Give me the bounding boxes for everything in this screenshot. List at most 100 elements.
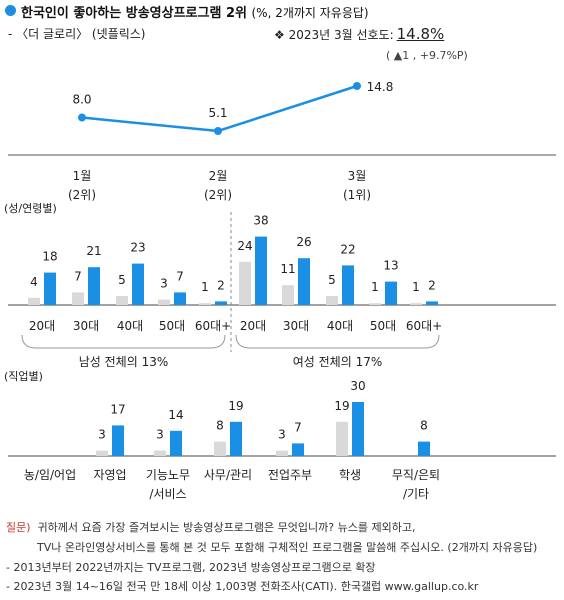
bar-female <box>112 425 124 456</box>
rank-label: (2위) <box>204 188 232 202</box>
bar-value-label-male: 3 <box>160 277 168 291</box>
chart-title: 한국인이 좋아하는 방송영상프로그램 2위 (%, 2개까지 자유응답) <box>21 2 369 21</box>
line-point <box>214 127 222 135</box>
question-line-1: 질문) 귀하께서 요즘 가장 즐겨보시는 방송영상프로그램은 무엇입니까? 뉴스… <box>6 519 415 535</box>
rank-label: (2위) <box>68 188 96 202</box>
line-point <box>78 113 86 122</box>
line-value-label: 5.1 <box>208 106 227 120</box>
occupation-tick-label: /서비스 <box>149 487 186 501</box>
group-caption: 여성 전체의 17% <box>293 355 383 369</box>
line-value-label: 8.0 <box>72 93 91 107</box>
bar-value-label-female: 23 <box>130 241 145 255</box>
bar-value-label-female: 26 <box>296 235 311 249</box>
occupation-tick-label: 사무/관리 <box>204 468 252 482</box>
age-tick-label: 60대+ <box>195 319 231 333</box>
bar-value-label-female: 7 <box>176 269 184 283</box>
month-label: 2월 <box>209 169 228 183</box>
bar-value-label-male: 5 <box>118 273 126 287</box>
age-tick-label: 40대 <box>117 319 143 333</box>
bar-value-label-female: 19 <box>228 399 243 413</box>
bar-male <box>96 450 108 456</box>
group-caption: 남성 전체의 13% <box>79 355 169 369</box>
rank-label: (1위) <box>343 188 371 202</box>
section-label-gender-age: (성/연령별) <box>4 202 57 215</box>
bar-male <box>369 303 381 305</box>
bar-male <box>336 421 348 456</box>
bar-value-label-male: 24 <box>237 239 252 253</box>
title-text: 한국인이 좋아하는 방송영상프로그램 2위 <box>21 6 247 21</box>
bar-female <box>352 402 364 456</box>
line-value-label: 14.8 <box>367 80 394 94</box>
bar-value-label-male: 1 <box>412 280 420 294</box>
bar-female <box>215 301 227 305</box>
line-point <box>353 82 361 90</box>
bar-male <box>282 285 294 305</box>
bar-value-label-female: 17 <box>110 402 125 416</box>
bar-value-label-male: 5 <box>328 273 336 287</box>
bar-value-label-female: 18 <box>42 250 57 264</box>
age-tick-label: 20대 <box>29 319 55 333</box>
program-subtitle: - 〈더 글로리〉 (넷플릭스) <box>8 27 146 41</box>
age-tick-label: 30대 <box>283 319 309 333</box>
bar-male <box>28 297 40 305</box>
bar-value-label-female: 21 <box>86 244 101 258</box>
bar-male <box>72 292 84 305</box>
age-tick-label: 30대 <box>73 319 99 333</box>
bar-value-label-female: 7 <box>294 420 302 434</box>
bar-value-label-female: 2 <box>428 278 436 292</box>
bar-value-label-female: 30 <box>350 379 365 393</box>
bar-value-label-male: 3 <box>156 428 164 442</box>
section-label-occupation: (직업별) <box>4 370 43 383</box>
bar-value-label-male: 3 <box>278 428 286 442</box>
month-label: 1월 <box>73 169 92 183</box>
preference-value: 14.8% <box>396 25 445 43</box>
bar-value-label-female: 8 <box>420 419 428 433</box>
bar-female <box>342 265 354 305</box>
age-tick-label: 50대 <box>370 319 396 333</box>
bar-female <box>88 267 100 305</box>
occupation-tick-label: 자영업 <box>93 468 126 482</box>
bar-value-label-male: 11 <box>280 262 295 276</box>
bar-value-label-female: 38 <box>253 214 268 228</box>
occupation-tick-label: 농/임/어업 <box>24 468 76 482</box>
age-tick-label: 50대 <box>159 319 185 333</box>
bar-female <box>132 263 144 305</box>
bar-female <box>298 258 310 305</box>
bar-female <box>426 301 438 305</box>
group-bracket <box>235 334 440 349</box>
question-text-1: 귀하께서 요즘 가장 즐겨보시는 방송영상프로그램은 무엇입니까? 뉴스를 제외… <box>37 521 416 534</box>
occupation-tick-label: 전업주부 <box>268 468 312 482</box>
bar-male <box>239 261 251 305</box>
change-note: ( ▲1 , +9.7%P) <box>386 49 468 62</box>
preference-label: ❖ 2023년 3월 선호도: <box>274 28 394 42</box>
bar-female <box>385 281 397 305</box>
bar-female <box>44 272 56 305</box>
bar-male <box>410 303 422 305</box>
bar-value-label-female: 2 <box>217 278 225 292</box>
bar-value-label-male: 19 <box>334 399 349 413</box>
bar-male <box>158 299 170 305</box>
bar-value-label-male: 3 <box>98 428 106 442</box>
age-tick-label: 60대+ <box>406 319 442 333</box>
bar-value-label-male: 8 <box>216 419 224 433</box>
age-tick-label: 20대 <box>240 319 266 333</box>
bar-female <box>170 430 182 456</box>
bar-female <box>230 421 242 456</box>
footnote-1: - 2013년부터 2022년까지는 TV프로그램, 2023년 방송영상프로그… <box>6 561 376 574</box>
title-bullet-icon <box>5 5 16 16</box>
bar-female <box>292 443 304 456</box>
bar-value-label-male: 1 <box>371 280 379 294</box>
occupation-tick-label: 학생 <box>339 468 361 482</box>
bar-male <box>326 296 338 305</box>
bar-value-label-male: 7 <box>74 269 82 283</box>
occupation-tick-label: 기능노무 <box>146 468 190 482</box>
occupation-tick-label: /기타 <box>403 487 429 501</box>
occupation-tick-label: 무직/은퇴 <box>392 468 440 482</box>
bar-male <box>116 296 128 305</box>
group-bracket <box>21 334 226 349</box>
bar-male <box>199 303 211 305</box>
footnote-2: - 2023년 3월 14~16일 전국 만 18세 이상 1,003명 전화조… <box>6 580 479 593</box>
bar-male <box>214 441 226 456</box>
month-label: 3월 <box>348 169 367 183</box>
